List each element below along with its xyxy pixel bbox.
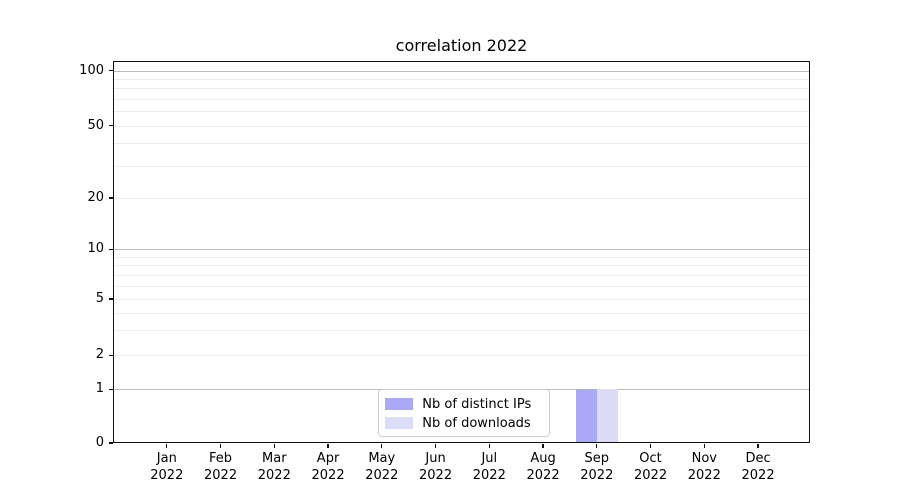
x-tick-label-year: 2022 — [580, 468, 614, 483]
x-tick-label-year: 2022 — [419, 468, 453, 483]
x-tick-label-month: Sep — [584, 451, 610, 466]
y-tick-label-50: 50 — [87, 117, 104, 133]
gridline-minor-50 — [113, 125, 810, 127]
gridline-minor-90 — [113, 79, 810, 81]
x-tick-jul-2022 — [488, 443, 490, 448]
x-tick-label-month: Nov — [691, 451, 717, 466]
x-tick-jun-2022 — [434, 443, 437, 448]
gridline-minor-9 — [113, 256, 810, 258]
gridline-minor-7 — [113, 274, 810, 276]
x-tick-label-apr-2022: Apr 2022 — [292, 450, 364, 484]
x-tick-aug-2022 — [542, 443, 544, 448]
x-tick-label-month: Mar — [262, 451, 287, 466]
y-tick-10 — [108, 248, 113, 250]
x-tick-apr-2022 — [327, 443, 329, 448]
x-tick-may-2022 — [381, 443, 383, 448]
x-tick-label-month: Oct — [639, 451, 662, 466]
chart-title: correlation 2022 — [395, 36, 528, 55]
x-tick-label-jul-2022: Jul 2022 — [453, 450, 525, 484]
x-tick-label-month: May — [368, 451, 396, 466]
x-tick-label-month: Jun — [425, 451, 446, 466]
legend-label: Nb of downloads — [422, 415, 531, 431]
y-tick-label-2: 2 — [95, 347, 104, 363]
gridline-minor-8 — [113, 265, 810, 267]
x-tick-feb-2022 — [219, 443, 222, 448]
x-tick-oct-2022 — [649, 443, 652, 448]
x-tick-label-year: 2022 — [204, 468, 238, 483]
x-tick-label-mar-2022: Mar 2022 — [238, 450, 310, 484]
x-tick-label-nov-2022: Nov 2022 — [668, 450, 740, 484]
x-tick-label-aug-2022: Aug 2022 — [507, 450, 579, 484]
x-tick-label-year: 2022 — [150, 468, 184, 483]
legend-label: Nb of distinct IPs — [422, 396, 532, 412]
x-tick-label-month: Apr — [316, 451, 340, 466]
legend-swatch-nb-of-distinct-ips — [385, 398, 414, 411]
legend: Nb of distinct IPs Nb of downloads — [378, 389, 551, 438]
y-tick-label-100: 100 — [79, 62, 104, 78]
x-tick-label-month: Feb — [209, 451, 233, 466]
x-tick-label-jan-2022: Jan 2022 — [131, 450, 203, 484]
gridline-major-10 — [113, 249, 810, 251]
legend-swatch-nb-of-downloads — [385, 417, 414, 430]
plot-area — [113, 60, 810, 443]
bar-nb-of-distinct-ips-sep-2022 — [575, 389, 597, 443]
x-tick-label-year: 2022 — [365, 468, 399, 483]
y-tick-2 — [108, 354, 113, 356]
gridline-minor-30 — [113, 166, 810, 167]
x-tick-label-jun-2022: Jun 2022 — [400, 450, 472, 484]
y-tick-label-5: 5 — [95, 291, 104, 306]
gridline-minor-5 — [113, 299, 810, 300]
x-tick-label-month: Jul — [481, 451, 498, 466]
x-tick-nov-2022 — [703, 443, 705, 448]
x-tick-label-year: 2022 — [526, 468, 560, 483]
x-tick-sep-2022 — [596, 443, 598, 448]
gridline-minor-60 — [113, 111, 810, 113]
x-tick-label-dec-2022: Dec 2022 — [722, 450, 794, 484]
gridline-minor-4 — [113, 312, 810, 314]
y-tick-label-0: 0 — [95, 435, 104, 450]
y-tick-label-10: 10 — [87, 241, 104, 257]
bar-nb-of-downloads-sep-2022 — [596, 389, 618, 443]
legend-entry-nb-of-downloads: Nb of downloads — [385, 414, 543, 432]
y-tick-1 — [108, 388, 113, 390]
x-tick-label-may-2022: May 2022 — [346, 450, 418, 484]
x-tick-label-oct-2022: Oct 2022 — [615, 450, 687, 484]
gridline-major-100 — [113, 70, 810, 72]
x-tick-label-year: 2022 — [311, 468, 345, 483]
y-tick-0 — [108, 442, 113, 444]
gridline-minor-20 — [113, 198, 810, 199]
x-tick-label-month: Dec — [745, 451, 771, 466]
x-tick-label-month: Jan — [156, 451, 177, 466]
gridline-minor-40 — [113, 143, 810, 145]
x-tick-label-year: 2022 — [741, 468, 775, 483]
y-tick-100 — [108, 70, 113, 72]
gridline-minor-80 — [113, 88, 810, 90]
x-tick-label-year: 2022 — [634, 468, 668, 483]
x-tick-label-sep-2022: Sep 2022 — [561, 450, 633, 484]
x-tick-label-year: 2022 — [687, 468, 721, 483]
gridline-minor-3 — [113, 330, 810, 332]
x-tick-mar-2022 — [273, 443, 275, 448]
x-tick-label-month: Aug — [530, 451, 556, 466]
x-tick-label-feb-2022: Feb 2022 — [185, 450, 257, 484]
y-tick-label-20: 20 — [87, 190, 104, 205]
x-tick-label-year: 2022 — [257, 468, 291, 483]
y-tick-50 — [108, 125, 113, 127]
x-tick-label-year: 2022 — [472, 468, 506, 483]
gridline-minor-6 — [113, 285, 810, 287]
y-tick-5 — [108, 298, 113, 300]
gridline-minor-70 — [113, 99, 810, 100]
y-tick-20 — [108, 197, 113, 199]
x-tick-jan-2022 — [166, 443, 168, 448]
legend-entry-nb-of-distinct-ips: Nb of distinct IPs — [385, 395, 543, 413]
y-tick-label-1: 1 — [95, 381, 104, 397]
gridline-minor-2 — [113, 355, 810, 357]
x-tick-dec-2022 — [757, 443, 759, 448]
